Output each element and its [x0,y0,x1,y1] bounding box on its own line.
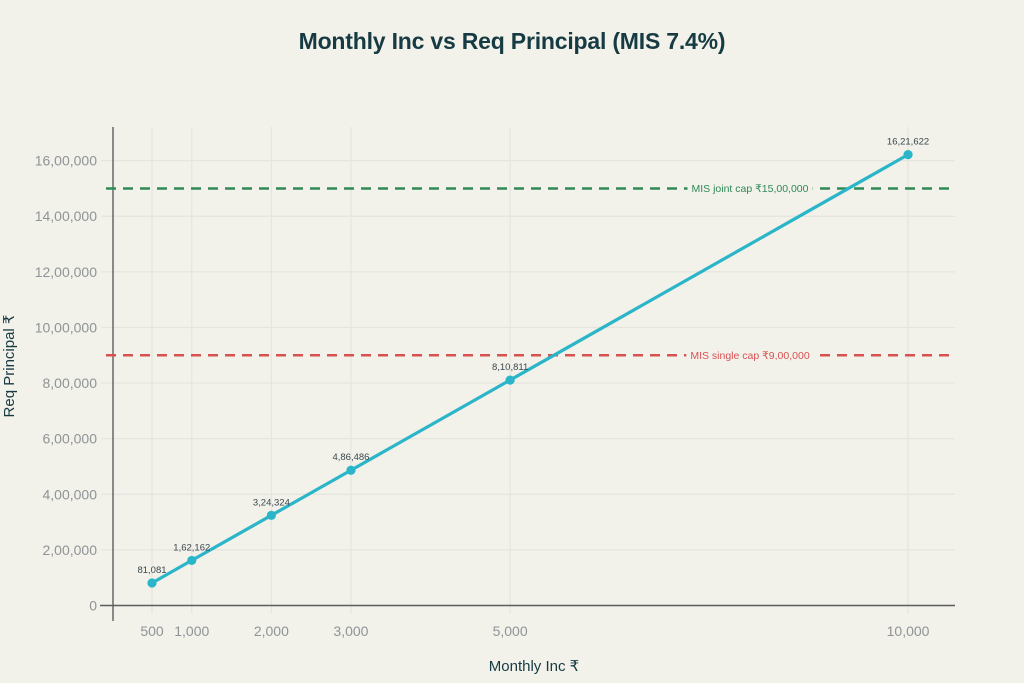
cap-label-bg [686,348,814,363]
x-gridlines [151,127,909,614]
y-axis-title: Req Principal ₹ [1,315,18,418]
data-point-marker [903,150,913,160]
cap-labels: MIS joint cap ₹15,00,000 MIS single cap ₹… [686,181,814,363]
data-point-label: 81,081 [137,565,166,576]
data-point-marker [147,578,157,588]
y-tick-label: 6,00,000 [43,431,98,447]
data-point-marker [187,555,197,566]
x-tick-label: 5,000 [493,623,528,639]
y-tick-label: 12,00,000 [35,264,97,280]
y-tick-label: 0 [89,598,97,614]
y-tick-label: 2,00,000 [43,542,98,558]
cap-label-bg [687,181,813,196]
x-axis-title: Monthly Inc ₹ [489,658,579,675]
y-tick-label: 4,00,000 [43,486,98,502]
data-point-labels: 81,081 1,62,162 3,24,324 4,86,486 8,10,811 16… [137,137,929,576]
series-line [150,153,910,585]
y-tick-label: 14,00,000 [35,208,97,224]
data-point-marker [346,465,356,475]
series-group [147,150,913,588]
data-point-marker [266,510,276,520]
y-tick-labels: 0 2,00,000 4,00,000 6,00,000 8,00,000 10,00,0… [35,153,98,614]
data-point-label: 1,62,162 [173,542,210,553]
x-tick-label: 500 [140,623,164,639]
cap-label: MIS single cap ₹9,00,000 [690,350,809,362]
x-tick-label: 1,000 [174,623,209,639]
chart-title: Monthly Inc vs Req Principal (MIS 7.4%) [298,28,726,54]
y-tick-label: 10,00,000 [35,319,97,335]
y-tick-label: 16,00,000 [35,153,97,169]
data-point-label: 4,86,486 [332,452,369,463]
data-point-label: 3,24,324 [253,497,290,508]
x-tick-labels: 500 1,000 2,000 3,000 5,000 10,000 [140,623,929,639]
data-point-label: 8,10,811 [492,362,528,373]
x-tick-label: 3,000 [333,623,368,639]
x-tick-label: 2,000 [254,623,289,639]
cap-lines [106,187,955,357]
data-point-marker [505,375,515,385]
data-point-label: 16,21,622 [887,137,929,148]
y-tick-label: 8,00,000 [43,375,98,391]
cap-label: MIS joint cap ₹15,00,000 [691,183,808,195]
x-tick-label: 10,000 [887,623,930,639]
